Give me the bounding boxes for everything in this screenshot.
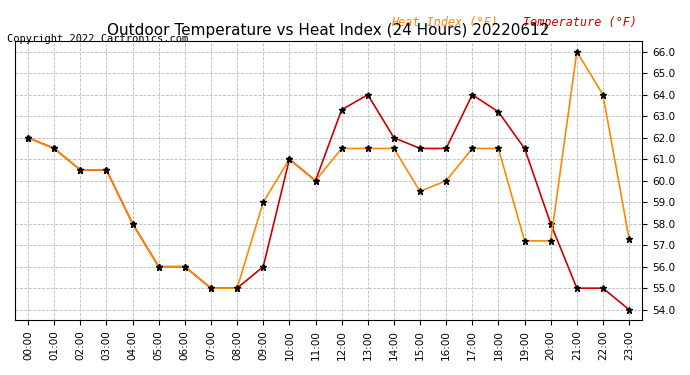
Title: Outdoor Temperature vs Heat Index (24 Hours) 20220612: Outdoor Temperature vs Heat Index (24 Ho… xyxy=(108,23,550,38)
Text: Heat Index (°F): Heat Index (°F) xyxy=(391,16,498,29)
Text: Copyright 2022 Cartronics.com: Copyright 2022 Cartronics.com xyxy=(7,34,188,44)
Text: Temperature (°F): Temperature (°F) xyxy=(523,16,637,29)
